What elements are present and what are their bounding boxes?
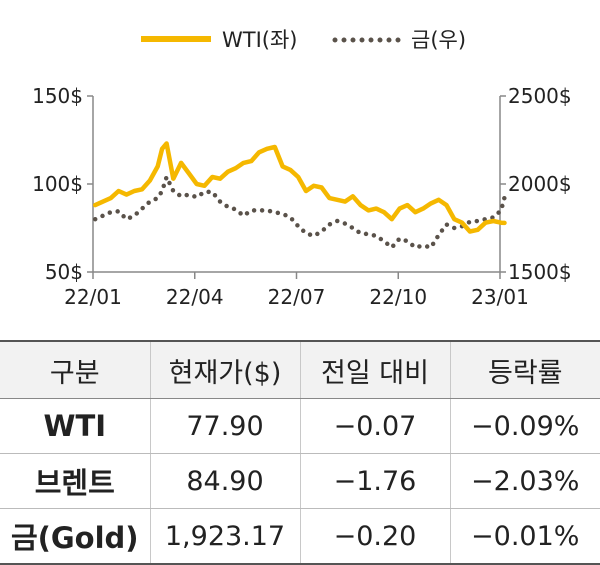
series-layer (92, 141, 507, 250)
row-change-rate: −0.09% (449, 398, 600, 454)
x-tick-label: 23/01 (471, 285, 529, 309)
price-table: 구분 현재가($) 전일 대비 등락률 WTI 77.90 −0.07 −0.0… (0, 340, 600, 565)
x-tick-label: 22/07 (268, 285, 326, 309)
row-price: 84.90 (149, 453, 300, 509)
x-tick-label: 22/04 (166, 285, 224, 309)
table-header-row: 구분 현재가($) 전일 대비 등락률 (0, 340, 600, 399)
header-change: 전일 대비 (299, 340, 450, 399)
table-row: WTI 77.90 −0.07 −0.09% (0, 398, 600, 454)
row-change-rate: −2.03% (449, 453, 600, 509)
row-price: 77.90 (149, 398, 300, 454)
row-change: −0.07 (299, 398, 450, 454)
oil-gold-line-chart: WTI(좌) 금(우) 150$100$50$ 2500$2000$1500$ … (32, 28, 572, 309)
table-row: 금(Gold) 1,923.17 −0.20 −0.01% (0, 508, 600, 565)
row-name: 브렌트 (0, 453, 150, 509)
row-change: −0.20 (299, 508, 450, 565)
chart-legend: WTI(좌) 금(우) (141, 28, 466, 52)
row-change: −1.76 (299, 453, 450, 509)
right-axis-ticks: 2500$ 2000$ 1500$ (500, 84, 572, 284)
left-tick-label: 100$ (32, 172, 83, 196)
left-tick-label: 150$ (32, 84, 83, 108)
right-tick-label: 2500$ (508, 84, 572, 108)
row-price: 1,923.17 (149, 508, 300, 565)
plot-area: 150$100$50$ 2500$2000$1500$ 22/01 22/04 22… (32, 84, 572, 309)
row-name: 금(Gold) (0, 508, 150, 565)
left-tick-label: 50$ (45, 260, 83, 284)
x-tick-label: 22/01 (64, 285, 122, 309)
legend-wti-label: WTI(좌) (222, 28, 298, 52)
right-tick-label: 2000$ (508, 172, 572, 196)
x-tick-label: 22/10 (369, 285, 427, 309)
table-row: 브렌트 84.90 −1.76 −2.03% (0, 453, 600, 509)
header-change-rate: 등락률 (449, 340, 600, 399)
header-current-price: 현재가($) (149, 340, 300, 399)
x-axis-ticks: 22/01 22/04 22/07 22/10 23/01 (64, 272, 529, 309)
legend-gold-label: 금(우) (411, 28, 466, 52)
wti-series-line (92, 141, 507, 234)
gold-series-line (92, 174, 507, 250)
right-tick-label: 1500$ (508, 260, 572, 284)
header-category: 구분 (0, 340, 150, 399)
row-change-rate: −0.01% (449, 508, 600, 565)
left-axis-ticks: 150$ 100$ 50$ (32, 84, 93, 284)
row-name: WTI (0, 398, 150, 454)
